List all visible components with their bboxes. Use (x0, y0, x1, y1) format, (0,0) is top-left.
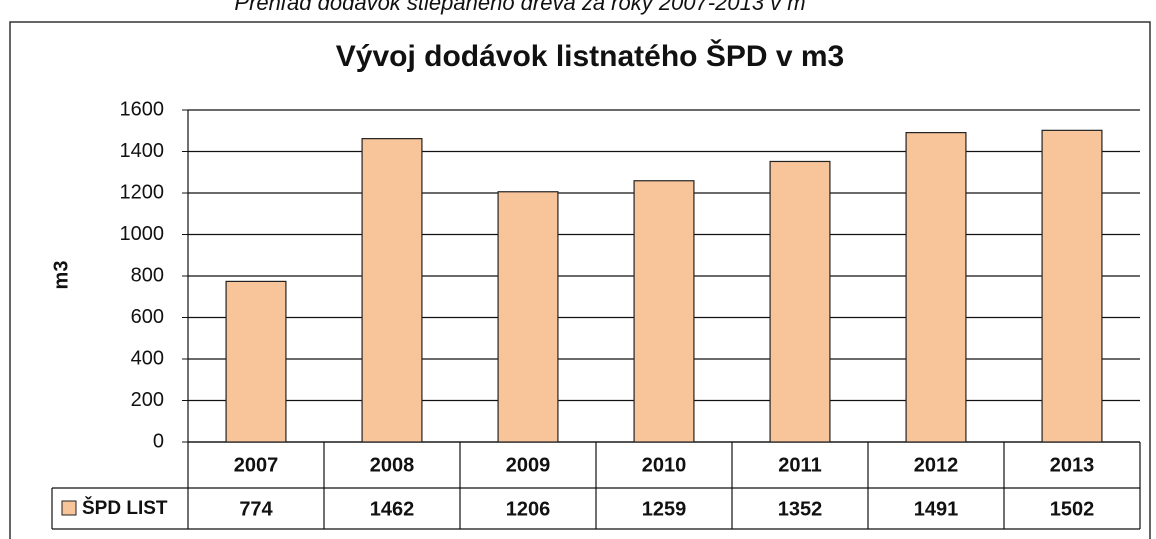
y-tick-label: 1200 (120, 181, 165, 203)
y-tick-label: 200 (131, 389, 164, 411)
x-tick-label: 2010 (642, 454, 687, 476)
bar (497, 191, 559, 443)
y-tick-label: 1000 (120, 223, 165, 245)
x-tick-label: 2008 (370, 454, 415, 476)
y-tick-label: 0 (153, 430, 164, 452)
bar (225, 280, 287, 443)
bar (633, 180, 695, 443)
legend-label: ŠPD LIST (82, 497, 168, 519)
x-tick-label: 2011 (778, 454, 821, 476)
y-tick-label: 800 (131, 264, 164, 286)
caption: Prehľad dodávok štiepaného dreva za roky… (234, 0, 805, 15)
y-tick-label: 600 (131, 306, 164, 328)
table-value: 1502 (1050, 498, 1095, 520)
table-value: 1462 (370, 498, 415, 520)
table-value: 1259 (642, 498, 687, 520)
x-tick-label: 2013 (1050, 454, 1095, 476)
bar (769, 160, 831, 443)
table-value: 1352 (778, 498, 823, 520)
x-tick-label: 2007 (234, 454, 279, 476)
y-tick-label: 1400 (120, 140, 165, 162)
bar (361, 138, 423, 443)
table-value: 1206 (506, 498, 551, 520)
table-value: 774 (239, 498, 273, 520)
y-tick-label: 1600 (120, 98, 165, 120)
x-tick-label: 2012 (914, 454, 959, 476)
chart-title: Vývoj dodávok listnatého ŠPD v m3 (336, 39, 844, 73)
y-tick-label: 400 (131, 347, 164, 369)
legend-swatch (61, 500, 77, 516)
table-value: 1491 (914, 498, 959, 520)
bar (905, 132, 967, 443)
bar (1041, 129, 1103, 443)
chart-frame (9, 21, 1151, 539)
x-tick-label: 2009 (506, 454, 551, 476)
y-axis-label: m3 (50, 261, 72, 290)
